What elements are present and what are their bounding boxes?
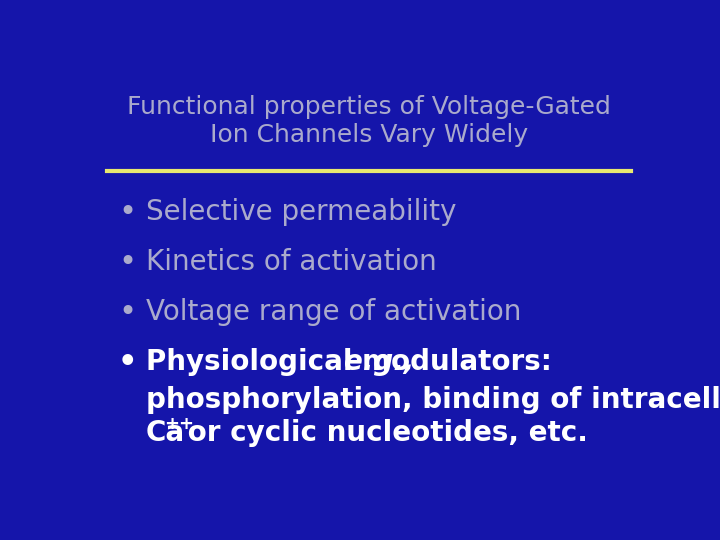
Text: Selective permeability: Selective permeability xyxy=(145,198,456,226)
Text: Ca: Ca xyxy=(145,419,185,447)
Text: •: • xyxy=(118,248,136,277)
Text: e.g.,: e.g., xyxy=(344,348,414,376)
Text: phosphorylation, binding of intracellular: phosphorylation, binding of intracellula… xyxy=(145,386,720,414)
Text: Physiological modulators:: Physiological modulators: xyxy=(145,348,562,376)
Text: ++: ++ xyxy=(164,415,194,433)
Text: or cyclic nucleotides, etc.: or cyclic nucleotides, etc. xyxy=(178,419,588,447)
Text: •: • xyxy=(118,348,138,376)
Text: •: • xyxy=(118,198,136,227)
Text: •: • xyxy=(118,298,136,327)
Text: Kinetics of activation: Kinetics of activation xyxy=(145,248,436,276)
Text: Voltage range of activation: Voltage range of activation xyxy=(145,298,521,326)
Text: Functional properties of Voltage-Gated
Ion Channels Vary Widely: Functional properties of Voltage-Gated I… xyxy=(127,95,611,147)
